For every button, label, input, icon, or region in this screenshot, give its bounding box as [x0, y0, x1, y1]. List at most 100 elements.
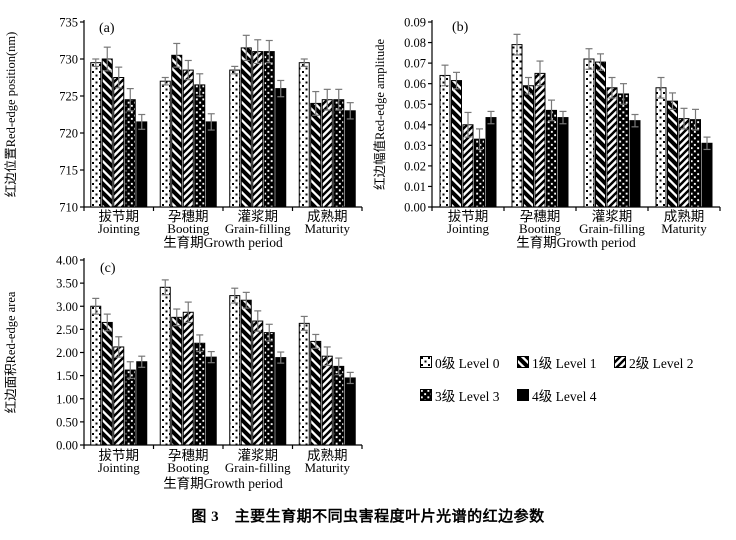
legend-label: 1级 Level 1: [532, 356, 597, 371]
chart-red-edge-area: 0.00 0.50 1.00 1.50 2.00 2.50 3.00 3.50 4.00 拔节期J…: [3, 254, 363, 491]
bar: [101, 321, 113, 446]
y-tick-label: 1.00: [56, 392, 78, 406]
y-axis-title: 红边幅值Red-edge amplitude: [372, 39, 387, 190]
series-level-2: [113, 301, 333, 446]
bar: [194, 342, 206, 446]
error-bar: [92, 297, 100, 315]
y-tick-label: 0.08: [404, 36, 426, 50]
error-bar: [184, 59, 192, 81]
x-category-cn: 拔节期: [99, 209, 140, 224]
bar: [439, 74, 451, 208]
bar: [124, 99, 136, 208]
bar: [546, 109, 557, 208]
error-bar: [703, 136, 711, 151]
error-bar: [346, 102, 354, 120]
legend-row: 0级 Level 0 1级 Level 1 2级 Level 2: [420, 352, 720, 372]
bar: [557, 117, 569, 208]
error-bar: [103, 313, 111, 332]
error-bar: [536, 60, 544, 87]
error-bar: [312, 333, 320, 349]
y-tick-label: 735: [59, 16, 78, 30]
error-bar: [669, 92, 676, 110]
error-bar: [441, 64, 449, 87]
bar: [194, 84, 206, 208]
bar: [113, 77, 125, 208]
bar: [606, 87, 618, 208]
bar: [136, 121, 148, 208]
bar: [298, 62, 310, 208]
error-bar: [231, 287, 239, 304]
legend-label: 0级 Level 0: [435, 356, 500, 371]
x-category-cn: 成熟期: [307, 209, 348, 224]
error-bar: [277, 351, 285, 364]
bar: [333, 365, 345, 446]
error-bar: [196, 73, 204, 97]
bar: [534, 72, 546, 208]
series-level-4: [485, 110, 713, 208]
error-bar: [161, 279, 169, 296]
bar: [667, 100, 678, 208]
error-bar: [92, 58, 100, 68]
legend-label: 4级 Level 4: [532, 389, 597, 404]
y-tick-label: 1.50: [56, 369, 78, 383]
y-tick-label: 0.03: [404, 139, 426, 153]
error-bar: [173, 308, 181, 327]
bar: [344, 110, 356, 208]
error-bar: [138, 113, 146, 130]
bar: [229, 295, 241, 446]
bar: [240, 299, 252, 446]
legend-label: 3级 Level 3: [435, 389, 500, 404]
y-tick-label: 0.04: [404, 118, 427, 132]
error-bar: [207, 350, 215, 364]
y-tick-label: 3.50: [56, 277, 78, 291]
y-tick-label: 0.05: [404, 98, 426, 112]
x-category-en: Grain-filling: [579, 221, 645, 236]
bar: [263, 332, 275, 446]
bar: [678, 118, 690, 208]
y-tick-label: 0.01: [404, 180, 426, 194]
bar: [275, 88, 287, 208]
x-category-en: Jointing: [98, 460, 140, 475]
bar: [583, 58, 595, 208]
bar: [451, 80, 462, 208]
error-bar: [115, 66, 123, 89]
bar: [333, 99, 345, 208]
bar: [321, 355, 333, 446]
bar: [171, 316, 183, 446]
x-category-en: Grain-filling: [225, 460, 291, 475]
error-bar: [254, 39, 262, 65]
legend-item-solid-black: 4级 Level 4: [517, 385, 614, 405]
legend-item-white-with-black-dots: 0级 Level 0: [420, 352, 517, 372]
x-category-cn: 灌浆期: [238, 448, 279, 463]
bar: [182, 69, 194, 208]
bar: [298, 322, 310, 446]
error-bar: [476, 128, 483, 151]
x-category-cn: 孕穗期: [168, 209, 209, 224]
error-bar: [620, 83, 627, 105]
legend: 0级 Level 0 1级 Level 1 2级 Level 2 3级 Level 3…: [420, 352, 720, 418]
error-bar: [115, 336, 123, 358]
error-bar: [453, 71, 460, 90]
x-category-cn: 孕穗期: [168, 448, 209, 463]
chart-red-edge-amplitude: 0.00 0.01 0.02 0.03 0.04 0.05 0.06 0.07 0.08 0.09…: [372, 16, 721, 250]
error-bar: [300, 58, 308, 68]
bar: [101, 58, 113, 208]
error-bar: [335, 357, 343, 376]
bar: [344, 377, 356, 446]
bar: [182, 311, 194, 446]
series-level-1: [101, 34, 322, 208]
bar: [136, 361, 148, 446]
series-level-3: [474, 83, 701, 208]
error-bar: [631, 113, 639, 128]
legend-swatch-icon: [614, 356, 626, 368]
error-bar: [103, 46, 111, 72]
bar: [690, 119, 701, 208]
error-bar: [585, 48, 593, 70]
error-bar: [207, 113, 215, 131]
y-tick-label: 0.06: [404, 77, 426, 91]
bar: [205, 356, 217, 446]
error-bar: [184, 301, 192, 324]
y-tick-label: 0.50: [56, 415, 78, 429]
